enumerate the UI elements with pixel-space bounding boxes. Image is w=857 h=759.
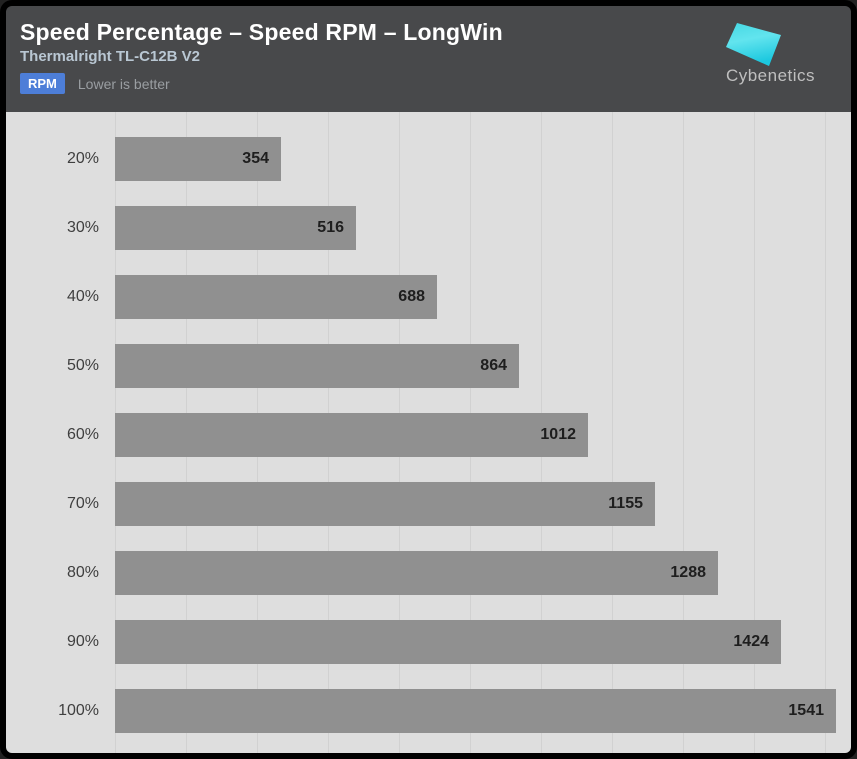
lower-is-better-note: Lower is better (77, 75, 170, 92)
value-label: 1541 (788, 702, 824, 719)
chart-header: Speed Percentage – Speed RPM – LongWin T… (6, 6, 851, 112)
cybenetics-logo-icon (726, 23, 781, 66)
bar-row: 60% 1012 (6, 413, 851, 457)
value-label: 864 (480, 357, 507, 374)
value-label: 1012 (540, 426, 576, 443)
chart-subtitle: Thermalright TL-C12B V2 (20, 48, 201, 65)
value-label: 688 (398, 288, 425, 305)
bar: 516 (115, 206, 356, 250)
bar: 1012 (115, 413, 588, 457)
value-label: 516 (317, 219, 344, 236)
cybenetics-logo-text: Cybenetics (725, 66, 816, 85)
value-label: 1288 (670, 564, 706, 581)
bar: 1155 (115, 482, 655, 526)
value-label: 354 (242, 150, 269, 167)
category-label: 20% (66, 150, 99, 167)
category-label: 60% (66, 426, 99, 443)
category-label: 80% (66, 564, 99, 581)
bar-chart: 20% 354 30% 516 40% 688 50% 864 60% 1012 70% 1155 80… (6, 112, 851, 753)
chart-title: Speed Percentage – Speed RPM – LongWin (20, 19, 503, 45)
bar-row: 100% 1541 (6, 689, 851, 733)
bar-row: 20% 354 (6, 137, 851, 181)
bar-row: 50% 864 (6, 344, 851, 388)
badge-row: RPM Lower is better (20, 73, 837, 94)
bar-row: 30% 516 (6, 206, 851, 250)
bar: 1288 (115, 551, 718, 595)
category-label: 100% (58, 702, 99, 719)
unit-badge: RPM (20, 73, 65, 94)
bar: 1541 (115, 689, 836, 733)
bar-rows: 20% 354 30% 516 40% 688 50% 864 60% 1012 70% 1155 80… (6, 112, 851, 753)
chart-card-inner: Speed Percentage – Speed RPM – LongWin T… (6, 6, 851, 753)
bar: 864 (115, 344, 519, 388)
category-label: 40% (66, 288, 99, 305)
value-label: 1424 (733, 633, 769, 650)
bar-row: 70% 1155 (6, 482, 851, 526)
category-label: 70% (66, 495, 99, 512)
category-label: 30% (66, 219, 99, 236)
cybenetics-logo: Cybenetics (698, 14, 843, 96)
bar: 354 (115, 137, 281, 181)
value-label: 1155 (608, 495, 643, 512)
bar: 1424 (115, 620, 781, 664)
category-label: 90% (66, 633, 99, 650)
category-label: 50% (66, 357, 99, 374)
bar-row: 90% 1424 (6, 620, 851, 664)
bar-row: 80% 1288 (6, 551, 851, 595)
bar: 688 (115, 275, 437, 319)
bar-row: 40% 688 (6, 275, 851, 319)
